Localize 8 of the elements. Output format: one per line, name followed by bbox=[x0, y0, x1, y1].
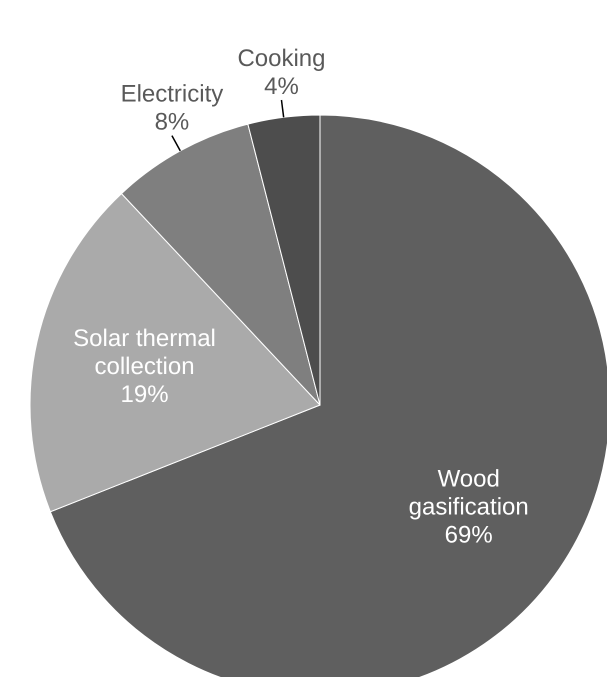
slice-label: Cooking bbox=[237, 45, 326, 72]
data-label: 4% bbox=[264, 73, 299, 100]
slice-label: Electricity bbox=[120, 80, 224, 108]
data-label: 69% bbox=[444, 521, 493, 548]
slice-label: Wood gasification bbox=[408, 465, 529, 520]
data-label: 19% bbox=[120, 381, 169, 408]
slice-label: Solar thermal collection bbox=[73, 325, 216, 380]
data-label: 8% bbox=[154, 108, 190, 136]
